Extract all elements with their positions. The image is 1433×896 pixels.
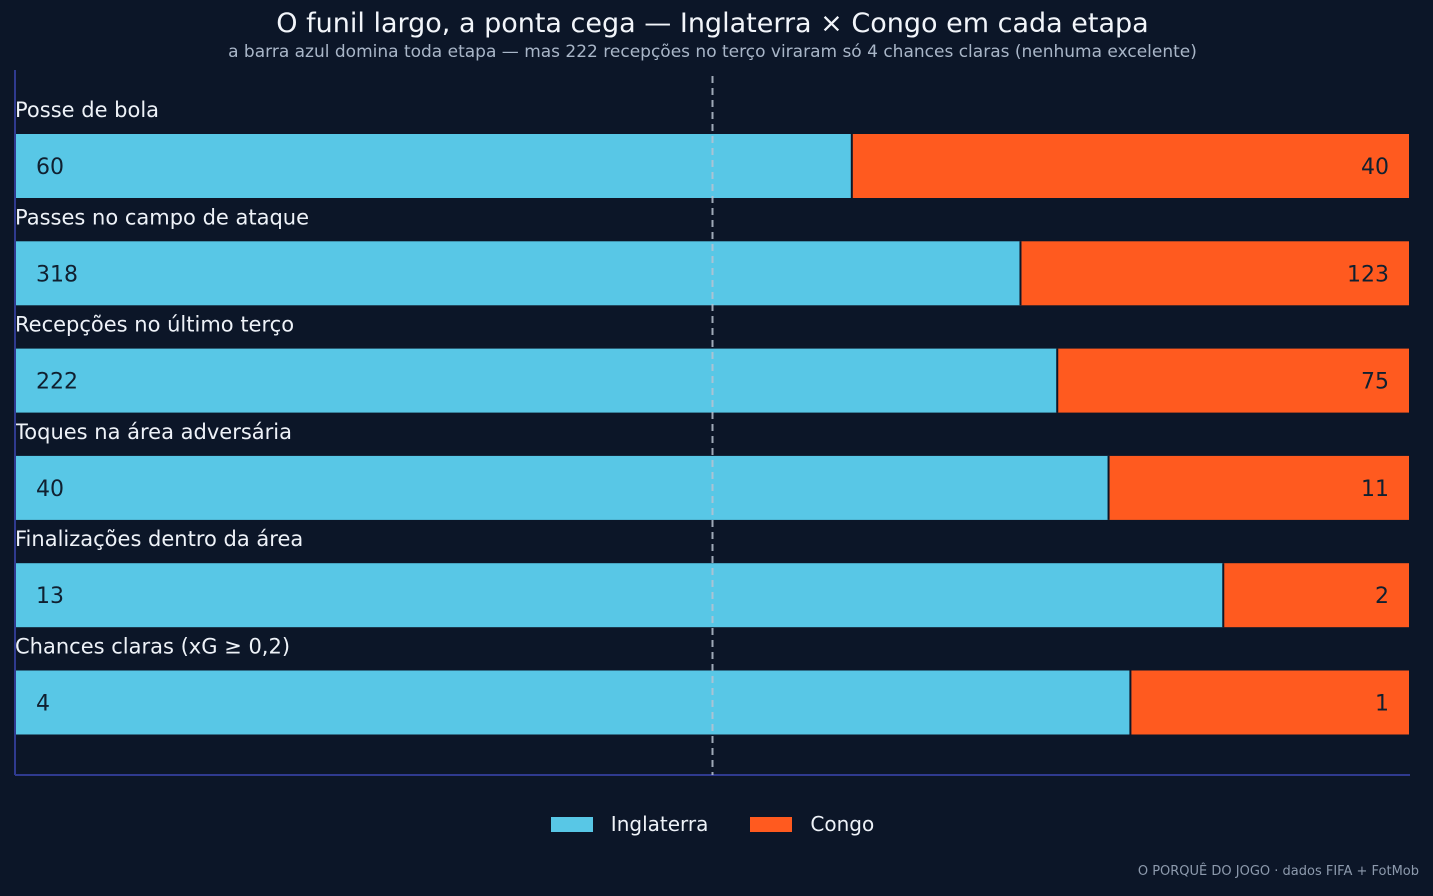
chart-title: O funil largo, a ponta cega — Inglaterra… [276,8,1149,39]
bar-england [16,134,852,198]
chart-legend: Inglaterra Congo [0,812,1425,836]
value-label-congo: 40 [1361,155,1389,180]
category-label: Posse de bola [15,98,159,122]
legend-swatch-england [550,816,593,832]
value-label-england: 60 [36,155,64,180]
bar-congo [1020,241,1409,306]
value-label-england: 222 [36,370,78,395]
bar-congo [1057,348,1409,413]
bar-congo [1130,670,1409,735]
category-label: Finalizações dentro da área [15,527,303,551]
legend-swatch-congo [750,816,793,832]
bar-congo [851,134,1409,198]
category-label: Chances claras (xG ≥ 0,2) [15,635,290,659]
stacked-share-bar-chart: Posse de bola 60 40 Passes no campo de ataq… [14,70,1410,776]
legend-item-congo: Congo [750,812,874,836]
category-label: Recepções no último terço [15,313,294,337]
legend-label-congo: Congo [810,812,875,836]
bar-congo [1223,563,1409,628]
value-label-congo: 75 [1361,370,1389,395]
value-label-congo: 1 [1375,692,1389,717]
bar-congo [1108,455,1409,520]
value-label-congo: 2 [1375,584,1389,609]
value-label-congo: 123 [1347,262,1389,287]
value-label-england: 318 [36,262,78,287]
legend-label-england: Inglaterra [610,812,709,836]
source-credit: O PORQUÊ DO JOGO · dados FIFA + FotMob [1137,864,1419,879]
bar-england [16,241,1021,306]
chart-subtitle: a barra azul domina toda etapa — mas 222… [228,42,1197,62]
bar-england [16,670,1131,735]
bar-england [16,348,1058,413]
value-label-england: 40 [36,477,64,502]
bar-england [16,563,1224,628]
bar-england [16,455,1109,520]
value-label-congo: 11 [1361,477,1389,502]
legend-item-england: Inglaterra [550,812,709,836]
category-label: Passes no campo de ataque [15,205,309,229]
value-label-england: 13 [36,584,64,609]
value-label-england: 4 [36,692,50,717]
category-label: Toques na área adversária [14,420,292,444]
